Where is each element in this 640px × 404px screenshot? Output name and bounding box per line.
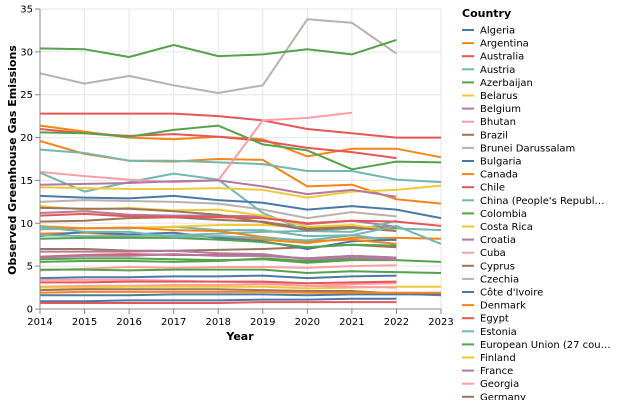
- series-line: [39, 253, 397, 260]
- legend-label: Estonia: [480, 327, 517, 338]
- x-tick-label: 2017: [161, 317, 186, 328]
- series-line: [40, 112, 441, 139]
- legend-label: Georgia: [480, 379, 519, 390]
- series-line: [40, 301, 397, 304]
- series-line: [39, 179, 397, 198]
- y-tick-label: 0: [27, 305, 33, 316]
- x-axis-title: Year: [225, 330, 254, 343]
- legend-label: Croatia: [480, 235, 516, 246]
- x-tick-label: 2021: [339, 317, 364, 328]
- legend-label: Canada: [480, 170, 518, 181]
- series-line: [40, 280, 397, 285]
- x-tick-label: 2015: [72, 317, 97, 328]
- series-line: [39, 124, 442, 159]
- series-line: [39, 282, 397, 288]
- series-line: [39, 199, 397, 220]
- series-line: [39, 257, 442, 264]
- y-tick-label: 25: [20, 90, 33, 101]
- legend-label: Chile: [480, 183, 505, 194]
- legend-label: Costa Rica: [480, 222, 533, 233]
- legend-label: Côte d'Ivoire: [480, 287, 543, 299]
- y-tick-label: 5: [27, 262, 33, 273]
- y-tick-label: 15: [20, 176, 33, 187]
- series-line: [39, 194, 442, 220]
- series-line: [39, 124, 442, 171]
- legend-label: Brazil: [480, 130, 508, 141]
- series-line: [39, 264, 397, 272]
- legend-label: European Union (27 cou…: [480, 340, 611, 351]
- axes: 0 5 10 15 20 25 30 35 2014 2015 2016 2017 2018 2019 20…: [20, 5, 453, 329]
- legend-label: Azerbaijan: [480, 78, 533, 89]
- series-lines: [39, 18, 442, 304]
- series-line: [39, 206, 397, 232]
- x-tick-label: 2014: [27, 317, 52, 328]
- series-line: [39, 224, 442, 245]
- series-line: [39, 18, 397, 94]
- series-line: [39, 38, 397, 58]
- legend-label: Australia: [480, 52, 524, 63]
- y-tick-label: 10: [20, 219, 33, 230]
- legend-label: Czechia: [480, 274, 519, 285]
- x-tick-label: 2022: [384, 317, 409, 328]
- series-line: [39, 148, 442, 184]
- legend-title: Country: [462, 7, 511, 20]
- series-line: [39, 236, 397, 249]
- series-line: [39, 212, 442, 227]
- series-line: [40, 293, 441, 297]
- legend-label: Finland: [480, 353, 516, 364]
- legend-label: Cuba: [480, 248, 506, 259]
- x-tick-label: 2020: [295, 317, 320, 328]
- series-line: [39, 225, 397, 245]
- series-line: [40, 268, 442, 274]
- legend-label: Denmark: [480, 301, 526, 312]
- x-tick-label: 2016: [116, 317, 141, 328]
- legend-label: France: [480, 366, 513, 377]
- series-line: [39, 216, 397, 230]
- legend-label: Cyprus: [480, 261, 515, 272]
- legend-label: Algeria: [480, 26, 515, 37]
- series-line: [39, 274, 397, 280]
- legend-label: Argentina: [480, 39, 529, 50]
- y-tick-label: 35: [20, 5, 33, 16]
- series-line: [39, 290, 441, 294]
- x-tick-label: 2019: [250, 317, 275, 328]
- series-line: [40, 249, 397, 261]
- legend: Country Algeria Argentina Australia Austria…: [462, 7, 611, 403]
- legend-label: Colombia: [480, 209, 527, 220]
- legend-label: Egypt: [480, 314, 509, 325]
- legend-label: Brunei Darussalam: [480, 143, 575, 154]
- legend-label: China (People's Republ…: [480, 196, 604, 207]
- y-tick-label: 20: [20, 133, 33, 144]
- series-line: [39, 184, 442, 199]
- y-axis-title: Observed Greenhouse Gas Emissions: [6, 45, 19, 275]
- y-tick-label: 30: [20, 47, 33, 58]
- x-tick-label: 2023: [428, 317, 453, 328]
- legend-label: Belgium: [480, 104, 521, 115]
- legend-label: Austria: [480, 65, 515, 76]
- series-line: [40, 297, 397, 303]
- x-tick-label: 2018: [205, 317, 230, 328]
- legend-label: Bulgaria: [480, 157, 521, 168]
- legend-label: Belarus: [480, 91, 518, 102]
- legend-label: Germany: [480, 392, 526, 400]
- legend-label: Bhutan: [480, 117, 516, 128]
